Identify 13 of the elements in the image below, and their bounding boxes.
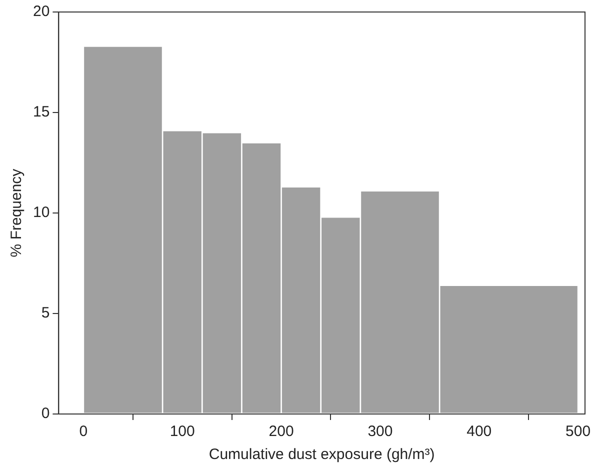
y-axis-title: % Frequency	[8, 168, 26, 258]
y-tick-label: 15	[32, 104, 50, 121]
x-tick-label: 0	[79, 423, 88, 440]
y-tick-label: 0	[41, 405, 50, 422]
y-tick-label: 20	[32, 3, 50, 20]
x-tick-label: 100	[170, 423, 195, 440]
y-tick-label: 5	[41, 304, 50, 322]
x-tick-label: 200	[268, 423, 294, 440]
x-axis-title: Cumulative dust exposure (gh/m³)	[208, 446, 435, 464]
x-tick-label: 400	[466, 423, 492, 440]
x-tick-label: 300	[368, 423, 393, 440]
x-tick-label: 500	[566, 423, 591, 440]
y-tick-label: 10	[32, 204, 50, 222]
